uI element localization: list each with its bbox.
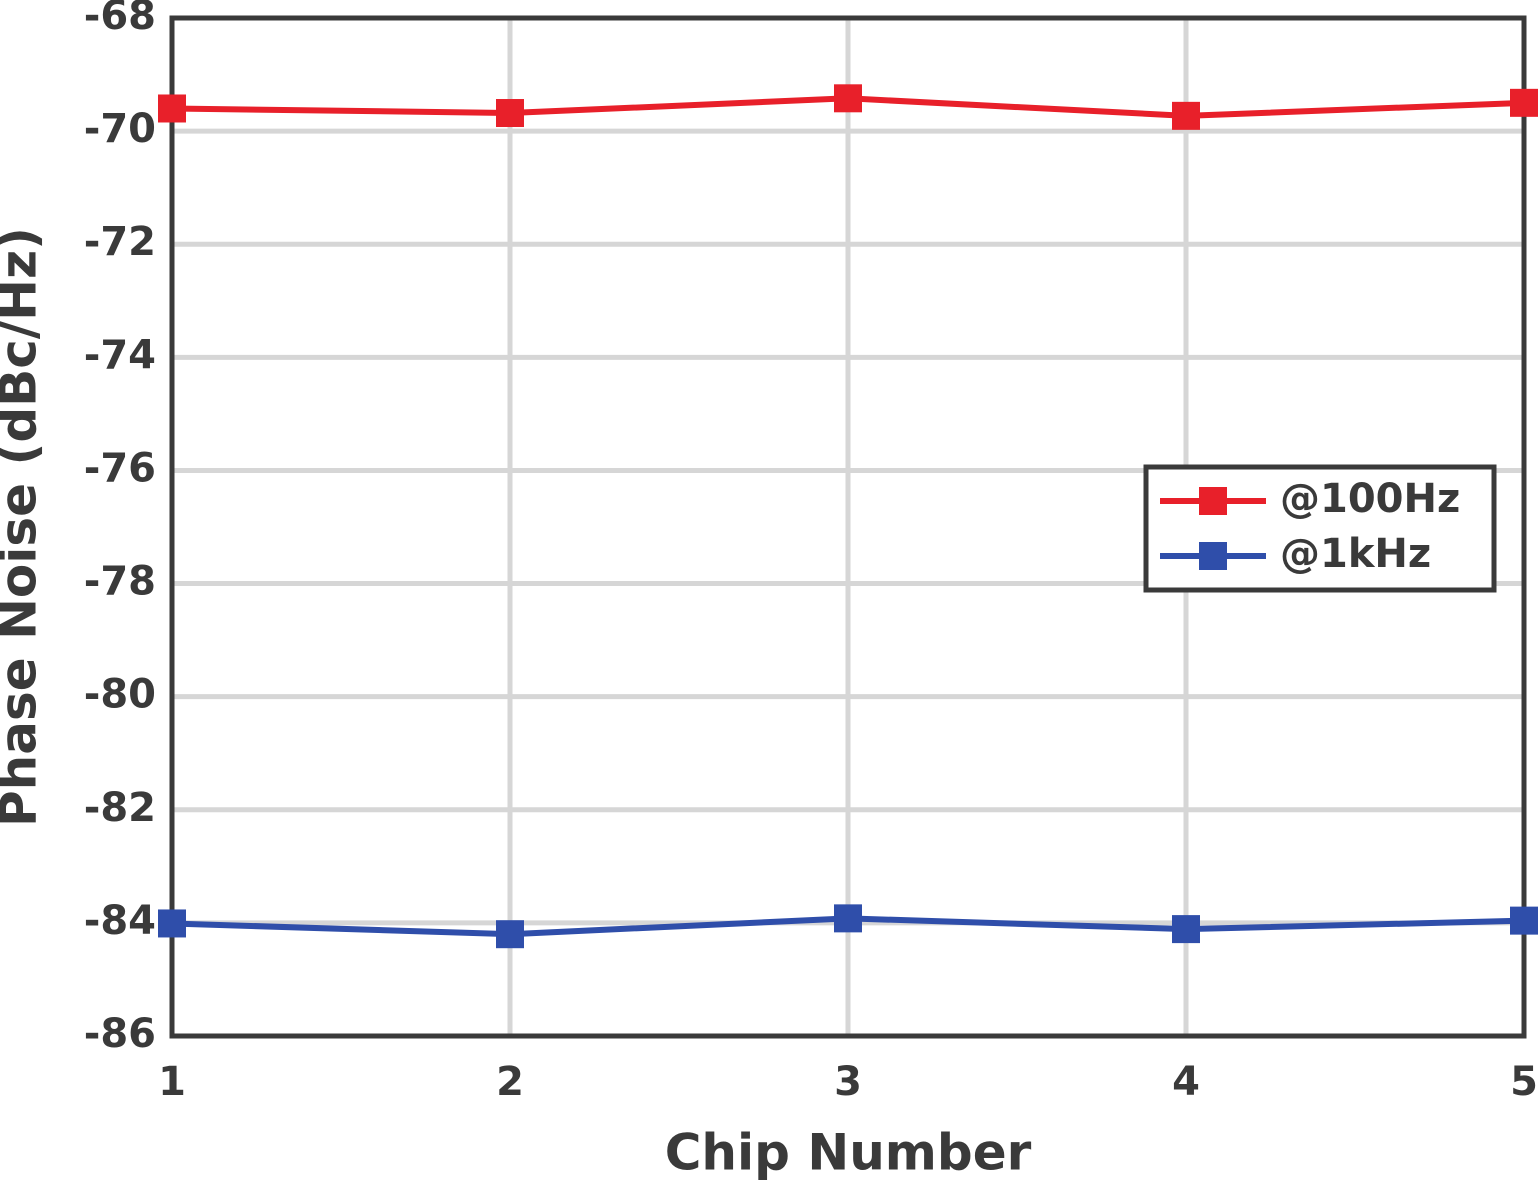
marker xyxy=(158,94,186,123)
x-tick-label: 5 xyxy=(1510,1059,1538,1105)
y-tick-label: -68 xyxy=(84,0,156,39)
marker xyxy=(496,920,524,949)
y-tick-label: -72 xyxy=(84,219,156,265)
y-axis-label: Phase Noise (dBc/Hz) xyxy=(0,227,48,827)
marker xyxy=(1172,101,1200,130)
y-tick-label: -70 xyxy=(84,106,156,152)
x-tick-label: 3 xyxy=(834,1059,862,1105)
legend-label: @100Hz xyxy=(1280,476,1460,522)
x-tick-label: 1 xyxy=(158,1059,186,1105)
marker xyxy=(1510,906,1538,935)
marker xyxy=(496,99,524,128)
marker xyxy=(1510,88,1538,117)
marker xyxy=(834,904,862,933)
legend-marker xyxy=(1199,487,1227,515)
y-tick-label: -84 xyxy=(84,898,156,944)
legend-box xyxy=(1143,464,1497,593)
y-tick-label: -82 xyxy=(84,785,156,831)
x-axis-label: Chip Number xyxy=(665,1124,1032,1182)
legend-marker xyxy=(1199,542,1227,570)
y-tick-label: -76 xyxy=(84,445,156,491)
y-tick-label: -78 xyxy=(84,559,156,605)
y-tick-label: -86 xyxy=(84,1011,156,1057)
marker xyxy=(834,84,862,113)
marker xyxy=(1172,915,1200,944)
legend-label: @1kHz xyxy=(1280,531,1431,577)
x-tick-label: 4 xyxy=(1172,1059,1200,1105)
marker xyxy=(158,909,186,938)
plot-frame xyxy=(169,15,1527,1039)
y-tick-label: -80 xyxy=(84,672,156,718)
x-tick-label: 2 xyxy=(496,1059,524,1105)
y-tick-label: -74 xyxy=(84,332,156,378)
